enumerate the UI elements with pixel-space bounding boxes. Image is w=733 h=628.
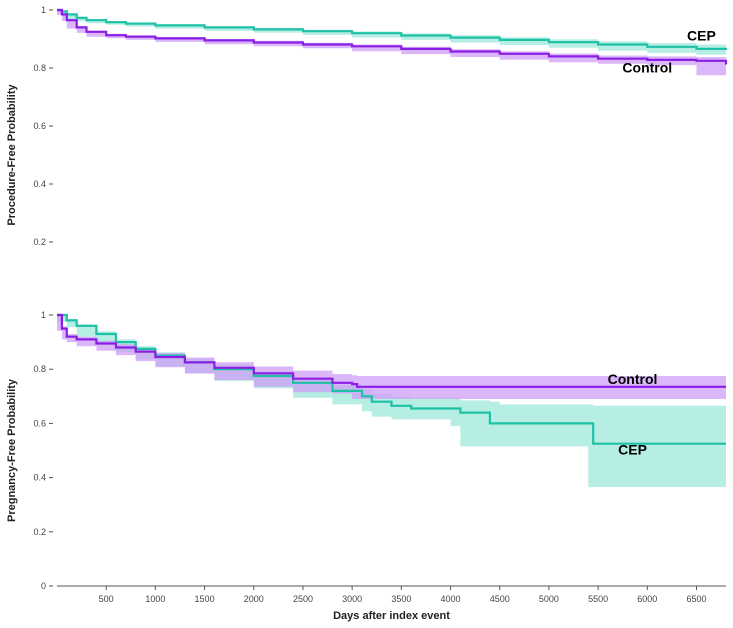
control-ci-band [57,315,726,399]
y-axis-title: Procedure-Free Probability [6,84,18,226]
procedure-free-panel: 0.2 0.4 0.6 0.8 1 Procedure-Free Probability C… [6,5,728,247]
control-series-line [57,313,726,388]
x-tick-label: 6500 [686,594,706,604]
cep-series-line [57,313,726,445]
control-series-label: Control [608,371,658,387]
y-tick-label: 0 [41,581,46,591]
control-ci-band [57,10,726,76]
cep-series-line [57,8,728,50]
x-tick-label: 5000 [539,594,559,604]
y-tick-label: 0.6 [33,418,46,428]
y-tick-label: 0.4 [33,179,46,189]
x-tick-label: 1000 [145,594,165,604]
x-tick-label: 4000 [441,594,461,604]
x-tick-label: 3500 [391,594,411,604]
x-tick-label: 4500 [490,594,510,604]
x-tick-label: 3000 [342,594,362,604]
y-tick-label: 1 [41,310,46,320]
x-tick-label: 2000 [244,594,264,604]
x-tick-label: 2500 [293,594,313,604]
x-tick-label: 1500 [195,594,215,604]
y-tick-label: 1 [41,5,46,15]
x-tick-label: 5500 [588,594,608,604]
control-series-line [57,8,728,65]
cep-series-label: CEP [687,27,716,43]
control-series-label: Control [622,59,672,75]
y-tick-label: 0.4 [33,473,46,483]
y-axis-title: Pregnancy-Free Probability [6,378,18,522]
x-tick-label: 500 [99,594,114,604]
y-tick-label: 0.2 [33,237,46,247]
y-tick-label: 0.2 [33,527,46,537]
y-tick-label: 0.8 [33,364,46,374]
y-tick-label: 0.8 [33,63,46,73]
x-tick-label: 6000 [637,594,657,604]
x-axis-title: Days after index event [333,610,450,622]
cep-series-label: CEP [618,442,647,458]
y-tick-label: 0.6 [33,121,46,131]
